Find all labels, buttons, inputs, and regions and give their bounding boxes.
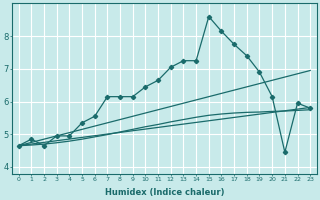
X-axis label: Humidex (Indice chaleur): Humidex (Indice chaleur) xyxy=(105,188,224,197)
